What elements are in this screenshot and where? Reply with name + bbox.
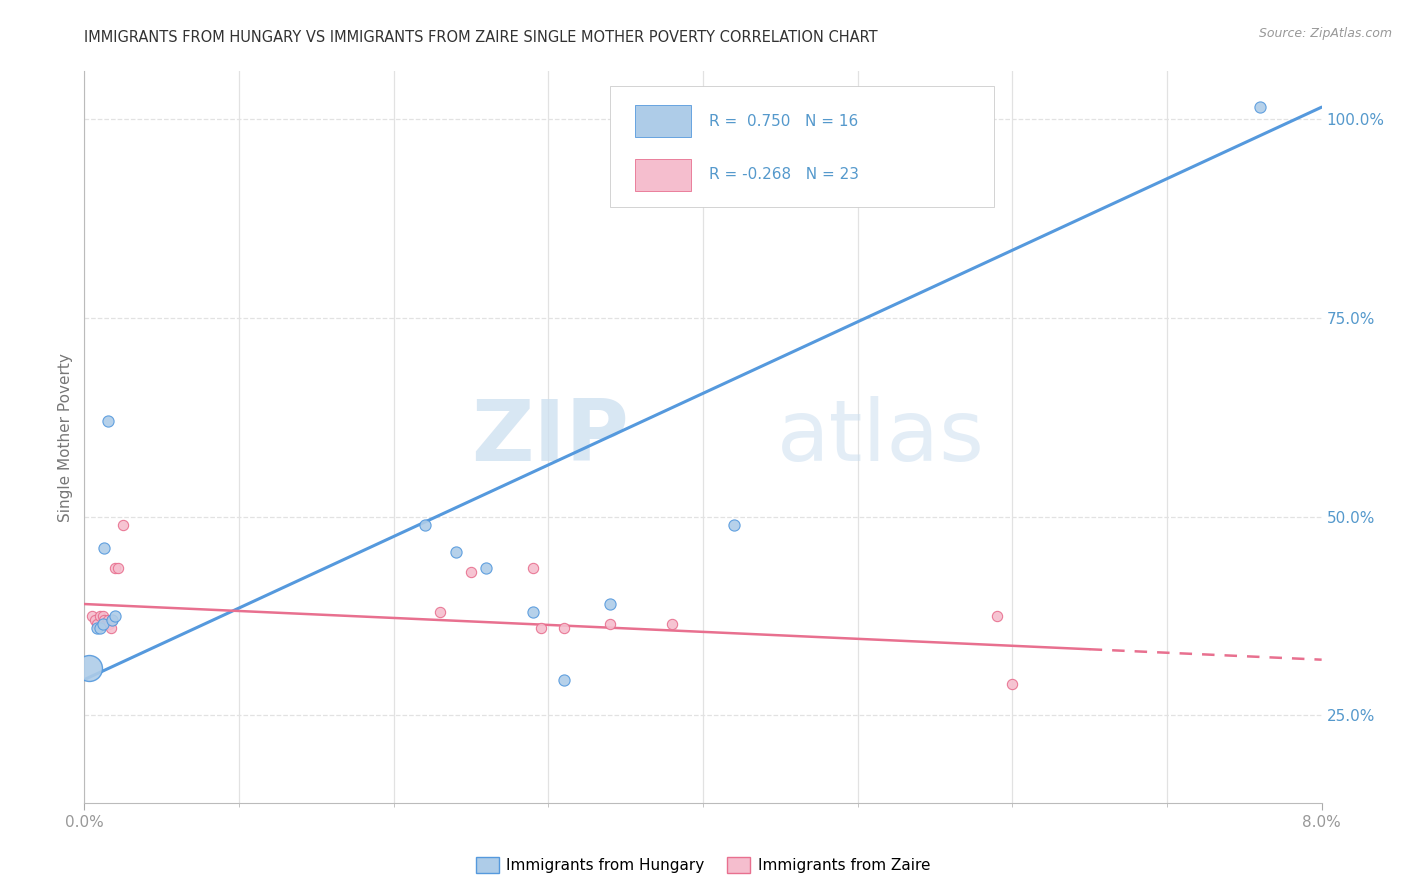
Point — [98, 616, 121, 631]
Point — [100, 621, 122, 635]
Text: atlas: atlas — [778, 395, 986, 479]
Y-axis label: Single Mother Poverty: Single Mother Poverty — [58, 352, 73, 522]
FancyBboxPatch shape — [610, 86, 994, 207]
Point — [82, 609, 104, 624]
Point — [104, 561, 127, 575]
Point — [553, 673, 575, 687]
Point — [986, 609, 1008, 624]
Point — [91, 616, 114, 631]
Point — [94, 616, 117, 631]
Point — [1001, 676, 1024, 690]
Point — [101, 613, 124, 627]
Point — [77, 660, 100, 674]
Point — [413, 517, 436, 532]
Point — [91, 609, 114, 624]
Text: IMMIGRANTS FROM HUNGARY VS IMMIGRANTS FROM ZAIRE SINGLE MOTHER POVERTY CORRELATI: IMMIGRANTS FROM HUNGARY VS IMMIGRANTS FR… — [84, 29, 877, 45]
Point — [86, 616, 108, 631]
Point — [93, 541, 115, 556]
Point — [93, 613, 115, 627]
Point — [104, 609, 127, 624]
Bar — [636, 159, 690, 191]
Point — [522, 605, 544, 619]
Point — [107, 561, 129, 575]
Bar — [636, 105, 690, 137]
Point — [444, 545, 467, 559]
Text: ZIP: ZIP — [471, 395, 628, 479]
Point — [661, 616, 683, 631]
Point — [101, 613, 124, 627]
Point — [86, 621, 108, 635]
Point — [1249, 100, 1271, 114]
Point — [429, 605, 451, 619]
Point — [522, 561, 544, 575]
Text: Source: ZipAtlas.com: Source: ZipAtlas.com — [1258, 27, 1392, 40]
Point — [460, 566, 482, 580]
Legend: Immigrants from Hungary, Immigrants from Zaire: Immigrants from Hungary, Immigrants from… — [470, 851, 936, 880]
Point — [553, 621, 575, 635]
Point — [89, 621, 111, 635]
Text: R = -0.268   N = 23: R = -0.268 N = 23 — [709, 167, 859, 182]
Point — [96, 613, 120, 627]
Text: R =  0.750   N = 16: R = 0.750 N = 16 — [709, 114, 859, 128]
Point — [599, 597, 621, 611]
Point — [84, 613, 107, 627]
Point — [96, 414, 120, 428]
Point — [475, 561, 498, 575]
Point — [529, 621, 551, 635]
Point — [112, 517, 135, 532]
Point — [723, 517, 745, 532]
Point — [89, 609, 111, 624]
Point — [599, 616, 621, 631]
